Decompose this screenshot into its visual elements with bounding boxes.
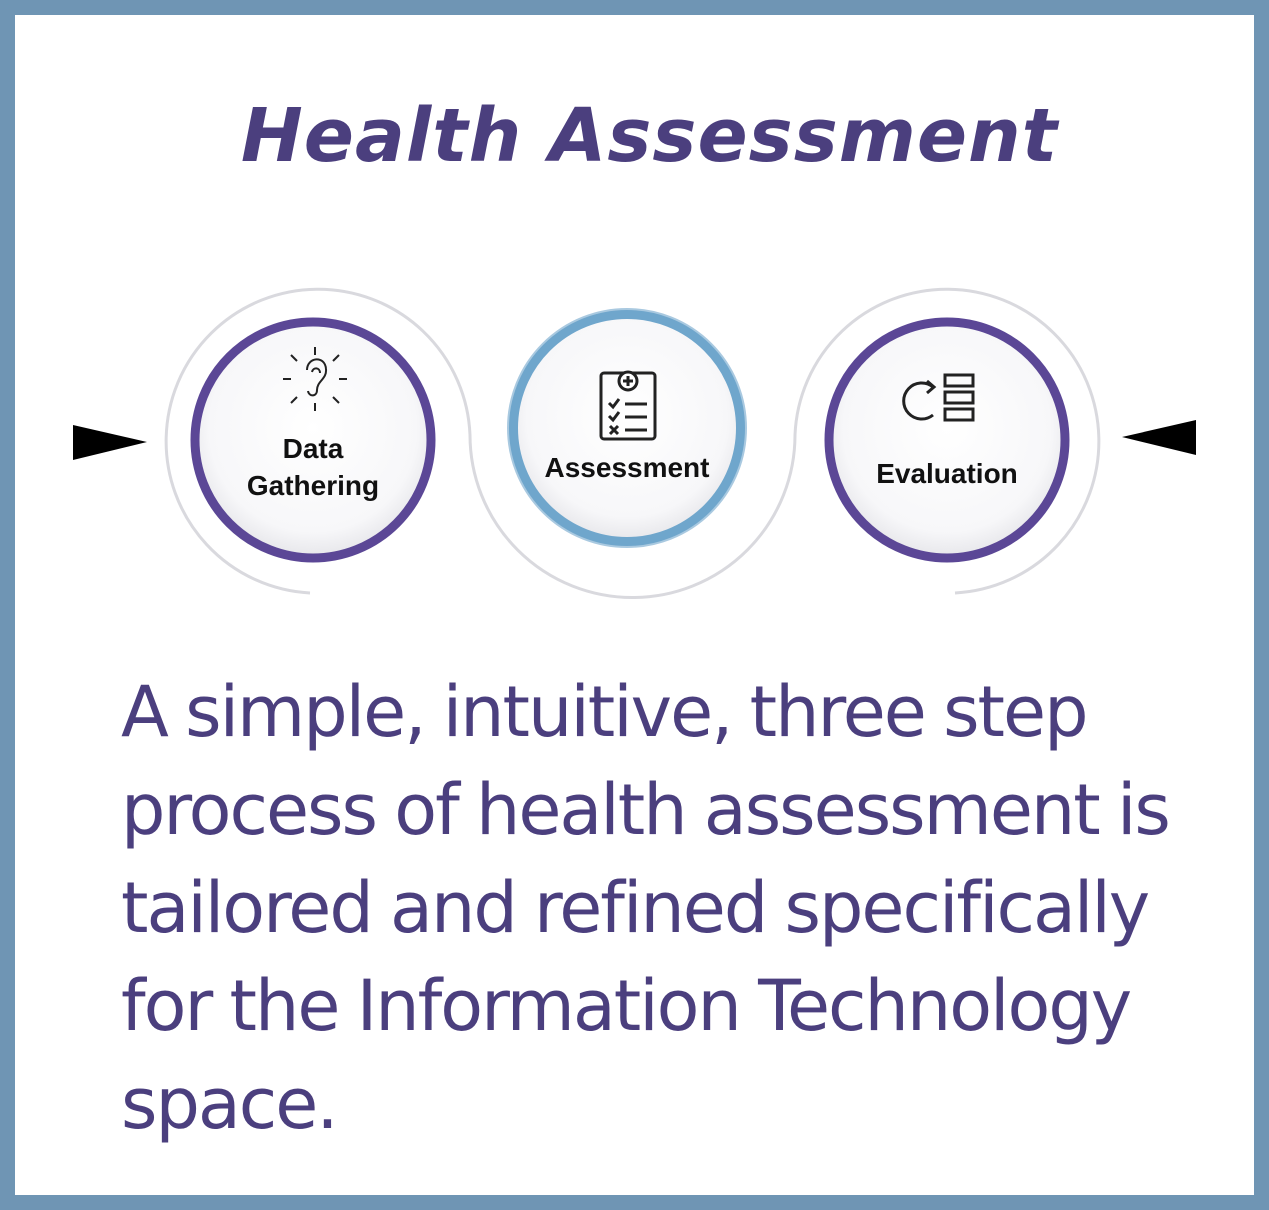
step-circle-evaluation <box>824 317 1070 563</box>
wave-connector-left <box>164 287 472 595</box>
step-label-data-gathering-line2: Gathering <box>247 470 379 501</box>
clipboard-checklist-icon <box>599 370 657 441</box>
step-label-data-gathering-line1: Data <box>283 433 344 464</box>
step-assessment: Assessment <box>507 308 747 548</box>
right-pointer-arrow <box>1122 420 1196 455</box>
page-title: Health Assessment <box>240 93 1059 179</box>
step-evaluation: Evaluation <box>824 317 1070 563</box>
ear-listening-icon <box>283 347 347 411</box>
process-diagram: Data Gathering Assessment <box>73 287 1196 599</box>
step-circle-data-gathering <box>190 317 436 563</box>
left-pointer-arrow <box>73 425 147 460</box>
wave-connector-middle <box>468 434 797 599</box>
step-label-evaluation: Evaluation <box>876 458 1018 489</box>
wave-connector-right <box>793 287 1101 595</box>
step-data-gathering: Data Gathering <box>190 317 436 563</box>
refresh-list-icon <box>902 373 975 422</box>
description-text: A simple, intuitive, three step process … <box>121 671 1171 1145</box>
step-circle-assessment <box>508 309 746 547</box>
step-label-assessment: Assessment <box>545 452 710 483</box>
